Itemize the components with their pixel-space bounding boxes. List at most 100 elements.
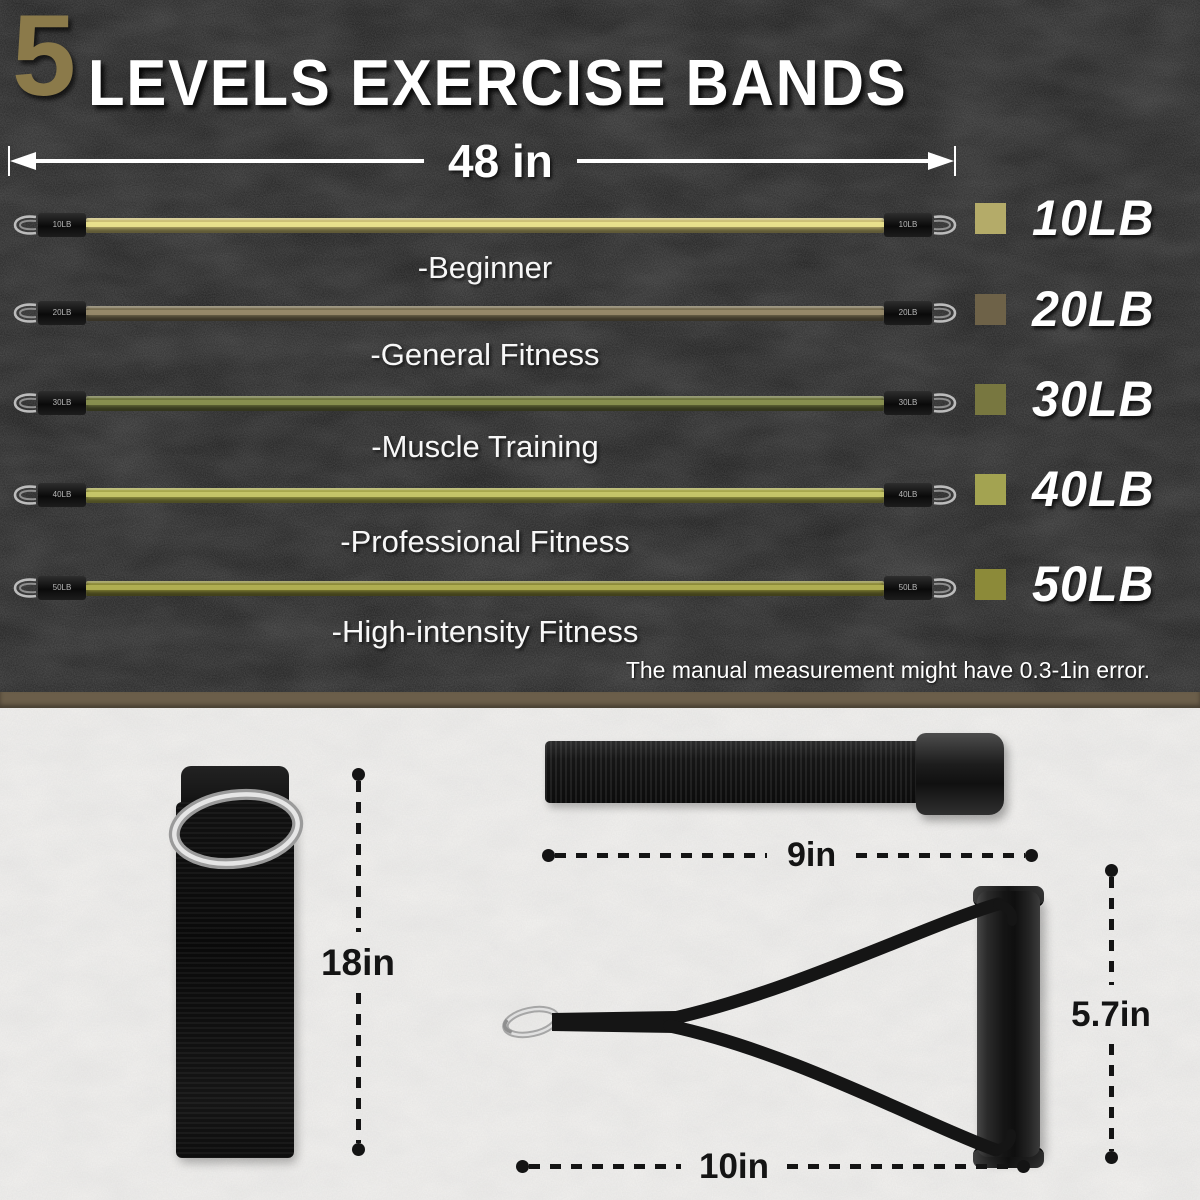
- dimension-line: [355, 992, 361, 1143]
- band-sleeve: 20LB: [884, 301, 932, 325]
- band-sleeve-label: 30LB: [898, 398, 918, 407]
- carabiner-hook-icon: [12, 574, 38, 602]
- dimension-dot: [542, 848, 555, 862]
- resistance-band-tube: [86, 395, 884, 411]
- carabiner-hook-icon: [12, 481, 38, 509]
- d-ring-icon: [168, 788, 304, 870]
- handle-strap-icon: [502, 897, 1018, 1157]
- dimension-dot: [1025, 848, 1038, 862]
- weight-legend-50lb: 50LB: [975, 556, 1158, 612]
- weight-label: 10LB: [1032, 190, 1155, 246]
- band-sleeve-label: 40LB: [52, 490, 72, 499]
- resistance-band-tube: [86, 217, 884, 233]
- color-swatch: [975, 293, 1006, 325]
- band-sleeve: 10LB: [38, 213, 86, 237]
- dimension-dot: [351, 1143, 365, 1156]
- level-count: 5: [12, 0, 76, 120]
- band-sleeve-label: 20LB: [898, 308, 918, 317]
- dimension-line: [576, 159, 928, 163]
- door-anchor-cylinder-image: [916, 733, 1004, 815]
- door-anchor-strap-image: [545, 741, 925, 803]
- dimension-label: 9in: [787, 836, 837, 874]
- ankle-strap-image: [168, 766, 304, 1158]
- handle-grip-image: [977, 891, 1040, 1157]
- carabiner-hook-icon: [932, 211, 958, 239]
- color-swatch: [975, 383, 1006, 415]
- band-sleeve-label: 30LB: [52, 398, 72, 407]
- band-sleeve: 40LB: [38, 483, 86, 507]
- band-sleeve: 10LB: [884, 213, 932, 237]
- dimension-line: [36, 159, 424, 163]
- band-row-50lb: 50LB 50LB: [12, 574, 958, 602]
- band-sleeve: 20LB: [38, 301, 86, 325]
- dimension-end-tick: [954, 146, 956, 176]
- band-sleeve: 40LB: [884, 483, 932, 507]
- product-banner-section: 5 LEVELS EXERCISE BANDS 48 in 10LB 10LB …: [0, 0, 1200, 692]
- dimension-dot: [516, 1159, 529, 1173]
- weight-label: 50LB: [1032, 556, 1155, 612]
- color-swatch: [975, 202, 1006, 234]
- band-row-10lb: 10LB 10LB: [12, 211, 958, 239]
- dimension-line: [1108, 1043, 1114, 1151]
- band-sleeve-label: 10LB: [898, 220, 918, 229]
- weight-legend-20lb: 20LB: [975, 281, 1158, 337]
- weight-label: 30LB: [1032, 371, 1155, 427]
- measurement-disclaimer: The manual measurement might have 0.3-1i…: [625, 657, 1150, 683]
- dimension-line: [355, 781, 361, 932]
- carabiner-hook-icon: [932, 389, 958, 417]
- dimension-label: 48 in: [448, 135, 553, 187]
- band-description: -Beginner: [417, 250, 553, 285]
- band-description: -General Fitness: [370, 337, 600, 372]
- band-row-40lb: 40LB 40LB: [12, 481, 958, 509]
- dimension-end-tick: [8, 146, 10, 176]
- band-sleeve: 30LB: [38, 391, 86, 415]
- carabiner-hook-icon: [12, 389, 38, 417]
- weight-legend-30lb: 30LB: [975, 371, 1158, 427]
- band-sleeve: 50LB: [884, 576, 932, 600]
- handle-width-dimension: 10in: [516, 1149, 1030, 1184]
- dimension-dot: [1104, 1151, 1118, 1164]
- resistance-band-tube: [86, 305, 884, 321]
- color-swatch: [975, 473, 1006, 505]
- band-description: -High-intensity Fitness: [331, 614, 639, 649]
- band-description: -Professional Fitness: [340, 524, 630, 559]
- dimension-line: [787, 1163, 1017, 1169]
- color-swatch: [975, 568, 1006, 600]
- dimension-line: [529, 1163, 681, 1169]
- arrow-right-icon: [928, 152, 954, 170]
- dimension-dot: [351, 768, 365, 781]
- carabiner-hook-icon: [12, 299, 38, 327]
- band-length-dimension: 48 in: [8, 138, 956, 184]
- weight-legend-10lb: 10LB: [975, 190, 1158, 246]
- weight-label: 40LB: [1032, 461, 1155, 517]
- band-row-20lb: 20LB 20LB: [12, 299, 958, 327]
- band-description: -Muscle Training: [371, 429, 599, 464]
- weight-label: 20LB: [1032, 281, 1155, 337]
- resistance-band-tube: [86, 580, 884, 596]
- weight-legend-40lb: 40LB: [975, 461, 1158, 517]
- band-sleeve-label: 50LB: [52, 583, 72, 592]
- carabiner-hook-icon: [932, 299, 958, 327]
- band-sleeve: 30LB: [884, 391, 932, 415]
- dimension-label: 5.7in: [1071, 994, 1151, 1034]
- dimension-line: [555, 852, 767, 858]
- band-sleeve-label: 10LB: [52, 220, 72, 229]
- section-divider: [0, 692, 1200, 708]
- dimension-label: 18in: [320, 941, 396, 983]
- carabiner-hook-icon: [932, 574, 958, 602]
- carabiner-hook-icon: [932, 481, 958, 509]
- carabiner-hook-icon: [12, 211, 38, 239]
- handle-height-dimension: 5.7in: [1071, 864, 1151, 1164]
- dimension-dot: [1017, 1159, 1030, 1173]
- band-sleeve-label: 40LB: [898, 490, 918, 499]
- door-anchor-length-dimension: 9in: [542, 838, 1038, 872]
- ankle-strap-length-dimension: 18in: [320, 768, 396, 1156]
- dimension-line: [856, 852, 1025, 858]
- band-sleeve-label: 50LB: [898, 583, 918, 592]
- arrow-left-icon: [10, 152, 36, 170]
- dimension-label: 10in: [699, 1146, 770, 1186]
- band-sleeve: 50LB: [38, 576, 86, 600]
- resistance-band-tube: [86, 487, 884, 503]
- dimension-line: [1108, 877, 1114, 985]
- band-row-30lb: 30LB 30LB: [12, 389, 958, 417]
